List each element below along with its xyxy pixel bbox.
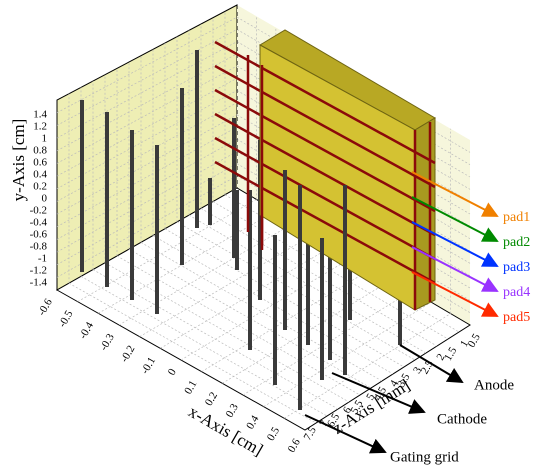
red-wire [261,186,436,285]
y-tick-label: 0.6 [33,157,47,169]
grid-line [176,221,416,361]
wires [260,65,436,400]
grid-line [56,29,238,126]
grid-line [116,255,361,396]
grid-line [68,282,317,424]
y-tick-label: -0.4 [30,217,48,229]
red-wire [214,40,263,70]
grid-line [56,16,238,113]
grid-line [128,248,372,389]
red-wire [261,114,436,213]
y-axis-title: y-Axis [cm] [9,119,28,202]
red-wire [214,160,263,190]
grid-line [92,269,339,410]
pad-label: pad5 [503,310,530,325]
y-tick-label: -0.6 [30,229,48,241]
red-wire [261,162,436,261]
grid-line [56,175,238,278]
x-tick-label: 0.3 [224,401,242,419]
grid-line [104,262,350,403]
y-tick-label: -1.4 [30,277,48,289]
y-tick-label: -0.8 [30,241,48,253]
x-tick-label: 0.5 [265,425,283,443]
pad-label: pad3 [503,260,530,275]
pad-arrow [411,271,499,317]
grid-line [263,301,432,407]
grid-line [201,267,374,372]
y-tick-label: 0.8 [33,145,47,157]
red-wire [261,138,436,237]
x-tick-label: 0.2 [203,390,220,408]
pad-arrow [411,196,499,242]
wire-label: Gating grid [390,449,459,465]
x-tick-label: 0 [166,366,179,377]
grid-line [284,313,451,419]
y-tick-label: 1.2 [33,121,47,133]
wire-label: Cathode [437,411,487,427]
pad-arrow [411,221,499,267]
grid-line [180,256,354,361]
x-tick-label: 0.1 [182,378,199,396]
pad-arrow [411,171,499,217]
y-tick-label: -0.2 [30,205,47,217]
y-tick-label: 1 [42,133,48,145]
y-tick-label: 0.2 [33,181,47,193]
y-tick-label: 0 [42,193,48,205]
red-wire [214,136,263,166]
grid-line [222,279,393,384]
pad-label: pad2 [503,235,530,250]
y-tick-label: -1.2 [30,265,47,277]
grid-line [242,290,412,396]
x-tick-label: -0.5 [56,308,75,330]
grid-line [56,163,238,265]
x-tick-label: -0.3 [98,331,117,353]
wire-arrow [304,414,387,454]
pad-arrow [411,246,499,292]
red-wire [261,66,436,165]
wire-label: Anode [474,377,514,393]
red-wire [261,90,436,189]
x-tick-label: -0.1 [139,355,158,376]
wire-arrow [331,372,426,414]
z-tick-label: 5 [364,391,377,402]
z-tick-label: 3 [411,365,424,376]
y-tick-label: -1 [38,253,47,265]
red-wire [214,112,263,142]
pad-label: pad1 [503,210,530,225]
y-tick-label: 1.4 [33,109,47,121]
pad-label: pad4 [503,285,530,300]
y-tick-label: 0.4 [33,169,47,181]
grid-line [80,276,328,417]
z-tick-label: 1 [458,338,471,349]
x-tick-label: -0.2 [118,343,137,364]
red-wire [214,64,263,94]
z-tick-label: 6 [341,404,354,415]
z-tick-label: 2 [435,352,448,363]
x-tick-label: 0.6 [286,436,304,454]
red-wire [214,88,263,118]
wire-arrow [399,344,464,384]
x-tick-label: 0.4 [244,413,262,431]
x-tick-label: -0.6 [36,296,55,318]
grid-line [160,244,335,349]
z-tick-label: 4 [388,378,401,389]
grid-line [200,208,438,347]
x-tick-label: -0.4 [77,320,96,342]
